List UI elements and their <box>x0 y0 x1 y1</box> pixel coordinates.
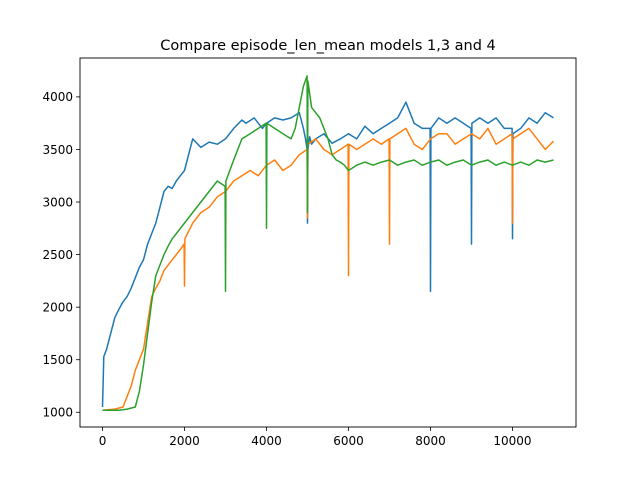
x-tick-label: 6000 <box>333 434 364 448</box>
series-line-3 <box>102 75 554 411</box>
x-tick-label: 2000 <box>169 434 200 448</box>
x-tick-label: 4000 <box>251 434 282 448</box>
axes-frame <box>79 57 577 428</box>
y-tick-label: 3000 <box>42 195 73 209</box>
x-axis: 0 2000 4000 6000 8000 10000 <box>99 427 532 448</box>
x-tick-label: 8000 <box>415 434 446 448</box>
chart-title: Compare episode_len_mean models 1,3 and … <box>160 38 496 54</box>
plot-lines <box>101 75 555 411</box>
y-axis: 1000 1500 2000 2500 3000 3500 4000 <box>42 90 80 420</box>
x-tick-label: 10000 <box>493 434 531 448</box>
y-tick-label: 1500 <box>42 353 73 367</box>
y-tick-label: 2000 <box>42 300 73 314</box>
y-tick-label: 2500 <box>42 248 73 262</box>
y-tick-label: 4000 <box>42 90 73 104</box>
x-tick-label: 0 <box>99 434 107 448</box>
y-tick-label: 1000 <box>42 406 73 420</box>
y-tick-label: 3500 <box>42 143 73 157</box>
